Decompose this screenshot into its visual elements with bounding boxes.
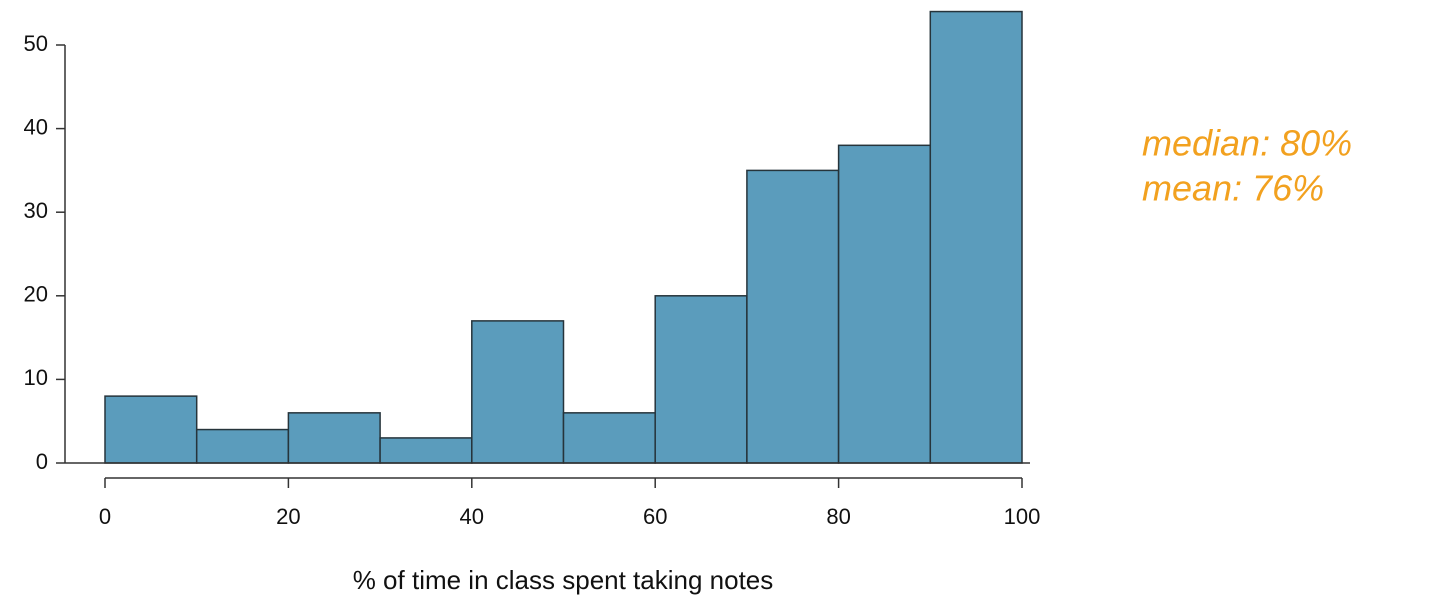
bar: [654, 295, 748, 464]
bar: [379, 437, 473, 464]
x-axis-label: % of time in class spent taking notes: [353, 565, 774, 595]
bar: [562, 412, 656, 464]
annotation: median: 80%: [1142, 123, 1352, 164]
annotation: mean: 76%: [1142, 168, 1324, 209]
x-tick-label: 20: [276, 504, 300, 529]
y-tick-label: 30: [24, 198, 48, 223]
bar: [746, 169, 840, 464]
y-tick-label: 10: [24, 365, 48, 390]
bar: [195, 428, 290, 464]
bar: [929, 10, 1023, 464]
y-tick-label: 0: [36, 449, 48, 474]
x-tick-label: 0: [99, 504, 111, 529]
y-tick-label: 50: [24, 31, 48, 56]
bar: [471, 320, 565, 464]
y-tick-label: 40: [24, 114, 48, 139]
x-tick-label: 40: [460, 504, 484, 529]
x-tick-label: 60: [643, 504, 667, 529]
bar: [104, 395, 198, 464]
bar: [837, 144, 932, 464]
x-tick-label: 100: [1004, 504, 1041, 529]
bar: [287, 412, 381, 464]
y-tick-label: 20: [24, 282, 48, 307]
x-tick-label: 80: [826, 504, 850, 529]
